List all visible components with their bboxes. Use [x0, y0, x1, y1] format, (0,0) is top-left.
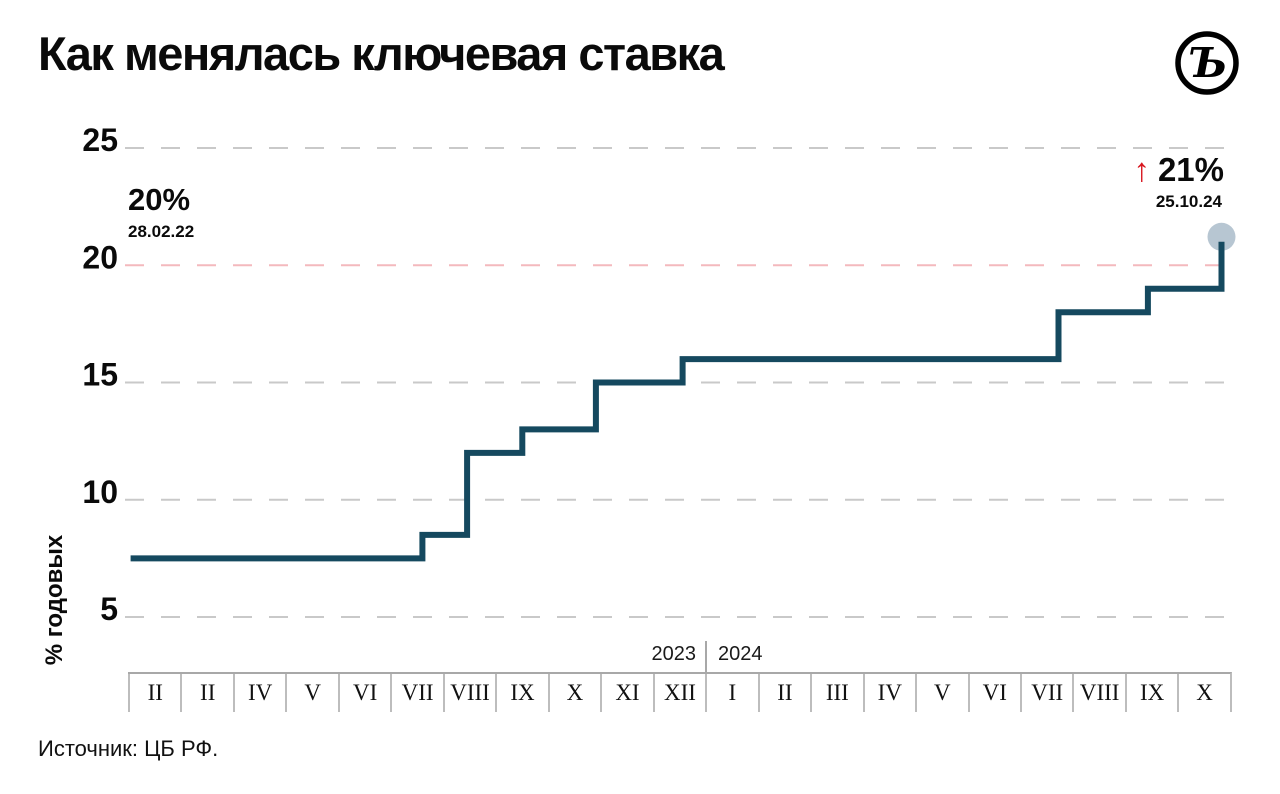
kommersant-logo-icon: Ъ: [1175, 31, 1239, 95]
month-label: VII: [1031, 680, 1064, 705]
month-cell: XII: [652, 674, 705, 712]
month-label: IX: [1140, 680, 1165, 705]
month-axis: II II IV V VI VII VIII IX X XI XII I II III IV V VI VII VI…: [128, 672, 1232, 712]
month-label: II: [777, 680, 793, 705]
y-tick-label: 25: [82, 122, 118, 158]
month-cell: V: [285, 674, 337, 712]
current-rate-row: ↑ 21%: [1133, 153, 1224, 186]
month-cell: X: [547, 674, 600, 712]
key-rate-step-chart: 25 20 15 10 5: [82, 122, 1236, 627]
rate-up-arrow-icon: ↑: [1133, 151, 1150, 188]
logo-glyph: Ъ: [1188, 39, 1227, 87]
month-cell: VII: [1019, 674, 1072, 712]
month-label: II: [200, 680, 216, 705]
month-cell: VIII: [1072, 674, 1124, 712]
month-label: V: [933, 680, 951, 705]
month-cell: II: [757, 674, 810, 712]
month-cell: VI: [967, 674, 1020, 712]
annotation-previous-peak: 20% 28.02.22: [128, 184, 194, 240]
month-label: III: [825, 680, 849, 705]
year-label-2024: 2024: [718, 643, 763, 665]
month-label: VIII: [1079, 680, 1120, 705]
month-cell: X: [1177, 674, 1229, 712]
month-label: II: [147, 680, 163, 705]
month-cell: V: [915, 674, 967, 712]
month-cell: IV: [862, 674, 915, 712]
month-cell: IV: [232, 674, 285, 712]
key-rate-line: [130, 241, 1225, 562]
source-credit: Источник: ЦБ РФ.: [38, 736, 219, 761]
previous-peak-value: 20%: [128, 182, 191, 217]
month-cell: IX: [1124, 674, 1177, 712]
month-cell: IX: [495, 674, 547, 712]
month-label: VI: [982, 680, 1007, 705]
month-cell: XI: [600, 674, 652, 712]
page-title: Как менялась ключевая ставка: [38, 27, 725, 80]
current-rate-date: 25.10.24: [1155, 192, 1222, 211]
month-label: IX: [510, 680, 535, 705]
month-label: X: [1196, 680, 1213, 705]
month-cell: II: [128, 674, 180, 712]
month-label: VIII: [450, 680, 490, 705]
month-label: X: [566, 680, 584, 705]
current-rate-value: 21%: [1157, 151, 1224, 188]
y-axis-title: % годовых: [41, 534, 68, 666]
month-label: XI: [615, 680, 640, 705]
month-label: I: [728, 680, 737, 705]
month-label: VI: [352, 680, 378, 705]
month-label: IV: [248, 680, 273, 705]
year-label-2023: 2023: [651, 643, 697, 665]
month-label: XII: [663, 680, 696, 705]
month-cell: VI: [337, 674, 390, 712]
month-label: IV: [877, 680, 902, 705]
year-divider-line: [705, 641, 707, 672]
month-cell: III: [810, 674, 862, 712]
month-cell: VII: [390, 674, 442, 712]
y-tick-label: 20: [82, 239, 118, 275]
month-label: V: [304, 680, 321, 705]
y-tick-label: 15: [82, 357, 118, 393]
month-cell: II: [180, 674, 232, 712]
logo-ring: [1175, 31, 1239, 95]
y-tick-label: 5: [100, 591, 118, 627]
month-cell: I: [705, 674, 757, 712]
y-tick-label: 10: [82, 474, 118, 510]
month-label: VII: [401, 680, 434, 705]
previous-peak-date: 28.02.22: [128, 222, 195, 241]
current-rate-dot: [1207, 222, 1236, 251]
month-cell: VIII: [442, 674, 495, 712]
annotation-current-rate: ↑ 21% 25.10.24: [1133, 153, 1224, 210]
